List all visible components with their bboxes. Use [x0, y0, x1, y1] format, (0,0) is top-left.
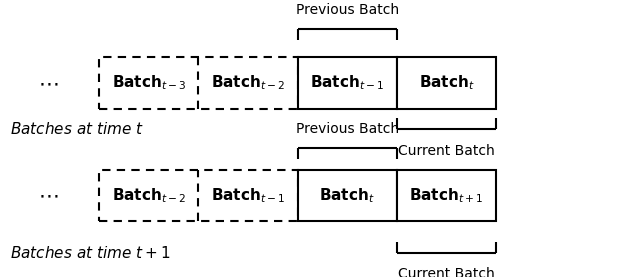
Text: $\cdots$: $\cdots$	[38, 73, 58, 93]
Text: $\mathbf{Batch}_{t-2}$: $\mathbf{Batch}_{t-2}$	[112, 186, 186, 205]
Text: $\mathbf{Batch}_{t}$: $\mathbf{Batch}_{t}$	[419, 74, 474, 93]
Text: Previous Batch: Previous Batch	[296, 3, 399, 17]
Text: $\mathbf{Batch}_{t-3}$: $\mathbf{Batch}_{t-3}$	[111, 74, 186, 93]
Text: Batches at time $t$: Batches at time $t$	[10, 121, 143, 137]
Bar	[298, 170, 397, 221]
Bar	[298, 58, 397, 109]
Text: $\mathbf{Batch}_{t-2}$: $\mathbf{Batch}_{t-2}$	[211, 74, 285, 93]
Text: Batches at time $t+1$: Batches at time $t+1$	[10, 245, 170, 261]
Bar	[397, 58, 496, 109]
Text: $\cdots$: $\cdots$	[38, 185, 58, 205]
Text: $\mathbf{Batch}_{t}$: $\mathbf{Batch}_{t}$	[319, 186, 375, 205]
Text: Current Batch: Current Batch	[398, 144, 495, 158]
Bar	[99, 170, 298, 221]
Text: $\mathbf{Batch}_{t-1}$: $\mathbf{Batch}_{t-1}$	[211, 186, 285, 205]
Text: Current Batch: Current Batch	[398, 267, 495, 277]
Bar	[397, 170, 496, 221]
Text: Previous Batch: Previous Batch	[296, 122, 399, 136]
Text: $\mathbf{Batch}_{t+1}$: $\mathbf{Batch}_{t+1}$	[409, 186, 484, 205]
Bar	[99, 58, 298, 109]
Text: $\mathbf{Batch}_{t-1}$: $\mathbf{Batch}_{t-1}$	[310, 74, 385, 93]
